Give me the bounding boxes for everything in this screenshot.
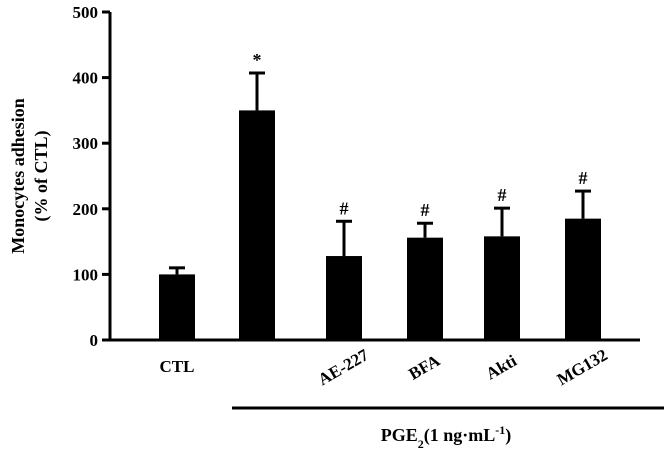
- treatment-label-prefix: PGE: [381, 425, 418, 445]
- bar: [484, 236, 520, 340]
- significance-mark: *: [253, 50, 262, 70]
- y-axis-label-line2: (% of CTL): [31, 131, 52, 222]
- bar: [565, 218, 601, 340]
- treatment-label-superscript: -1: [495, 423, 505, 437]
- treatment-label-suffix: ): [505, 425, 511, 446]
- y-tick-label: 300: [73, 134, 99, 153]
- bar: [159, 274, 195, 340]
- category-label: AE-227: [315, 345, 372, 389]
- treatment-label-main: (1 ng·mL: [424, 425, 496, 446]
- y-tick-label: 100: [73, 265, 99, 284]
- bars: [159, 110, 601, 341]
- y-tick-label: 0: [90, 331, 99, 350]
- significance-marks: * # # # #: [253, 50, 588, 220]
- y-axis-label-line1: Monocytes adhesion: [8, 98, 28, 254]
- category-label: CTL: [160, 357, 195, 376]
- treatment-label: PGE2(1 ng·mL-1): [381, 423, 512, 450]
- significance-mark: #: [340, 198, 349, 218]
- category-label: Akti: [483, 351, 521, 384]
- y-axis: 0 100 200 300 400 500: [73, 3, 112, 350]
- category-labels: CTL AE-227 BFA Akti MG132: [160, 345, 611, 389]
- significance-mark: #: [498, 185, 507, 205]
- category-label: MG132: [554, 345, 611, 389]
- y-tick-label: 200: [73, 200, 99, 219]
- significance-mark: #: [579, 168, 588, 188]
- error-bars: [169, 71, 591, 275]
- y-tick-label: 400: [73, 69, 99, 88]
- bar: [239, 110, 275, 341]
- significance-mark: #: [421, 200, 430, 220]
- bar: [326, 256, 362, 340]
- y-tick-label: 500: [73, 3, 99, 22]
- treatment-label-subscript: 2: [418, 437, 424, 450]
- category-label: BFA: [405, 350, 443, 383]
- bar: [407, 237, 443, 340]
